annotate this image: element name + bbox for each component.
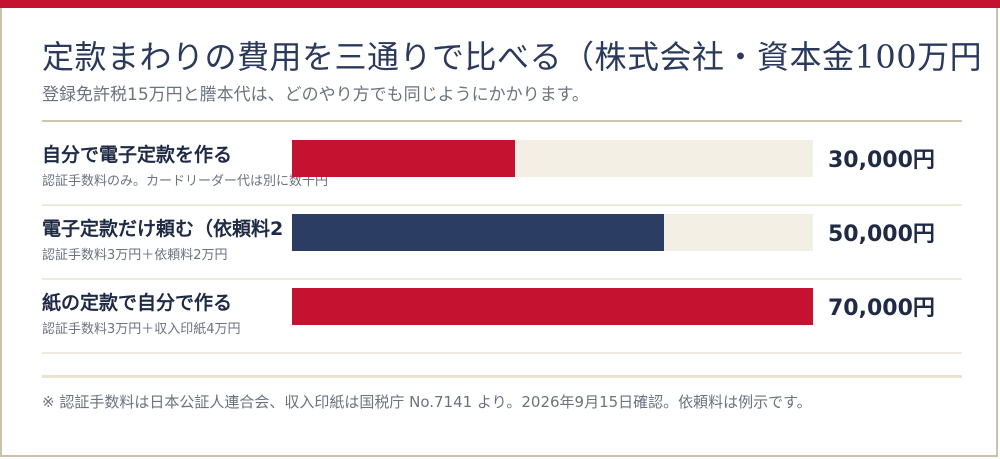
category-label: 自分で電子定款を作る [42, 144, 233, 166]
top-accent-bar [0, 0, 1000, 8]
value-label: 30,000円 [828, 148, 935, 173]
footer-divider [42, 375, 962, 378]
bar-row: 電子定款だけ頼む（依頼料2 認証手数料3万円＋依頼料2万円 50,000円 [42, 206, 962, 280]
category-label: 紙の定款で自分で作る [42, 292, 233, 314]
bar [292, 288, 813, 325]
category-note: 認証手数料3万円＋収入印紙4万円 [42, 322, 241, 337]
category-note: 認証手数料3万円＋依頼料2万円 [42, 248, 228, 263]
bar-track [292, 140, 813, 177]
chart-card: 定款まわりの費用を三通りで比べる（株式会社・資本金100万円 登録免許税15万円… [0, 8, 998, 457]
bar [292, 214, 664, 251]
footnote: ※ 認証手数料は日本公証人連合会、収入印紙は国税庁 No.7141 より。202… [42, 393, 812, 411]
category-label: 電子定款だけ頼む（依頼料2 [42, 218, 284, 240]
bar-row: 自分で電子定款を作る認証手数料のみ。カードリーダー代は別に数千円 30,000円 [42, 132, 962, 206]
category-note: 認証手数料のみ。カードリーダー代は別に数千円 [42, 174, 329, 189]
bar-track [292, 288, 813, 325]
chart-subtitle: 登録免許税15万円と謄本代は、どのやり方でも同じようにかかります。 [42, 85, 589, 105]
value-label: 50,000円 [828, 222, 935, 247]
header-divider [42, 120, 962, 122]
bar-track [292, 214, 813, 251]
value-label: 70,000円 [828, 296, 935, 321]
bar [292, 140, 515, 177]
bar-row: 紙の定款で自分で作る認証手数料3万円＋収入印紙4万円 70,000円 [42, 280, 962, 354]
chart-title: 定款まわりの費用を三通りで比べる（株式会社・資本金100万円 [42, 38, 983, 76]
